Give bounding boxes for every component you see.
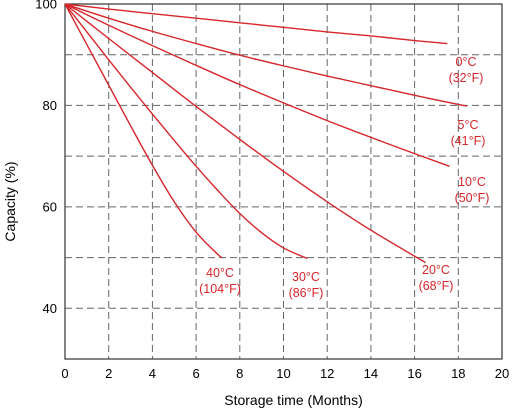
y-tick-labels: 40 60 80 100 xyxy=(35,0,57,316)
x-axis-title: Storage time (Months) xyxy=(224,392,363,408)
x-tick-label: 0 xyxy=(61,366,68,381)
series-line xyxy=(64,3,223,259)
curve-label-line: 0°C xyxy=(456,55,477,69)
x-tick-label: 2 xyxy=(105,366,112,381)
x-tick-label: 8 xyxy=(236,366,243,381)
plot-frame xyxy=(64,3,503,360)
y-tick-label: 100 xyxy=(35,0,57,12)
y-tick-label: 80 xyxy=(43,98,57,113)
curve-label: 40°C (104°F) xyxy=(199,266,241,296)
x-tick-label: 10 xyxy=(276,366,290,381)
curve-label-line: 20°C xyxy=(422,263,450,277)
curve-label: 10°C (50°F) xyxy=(455,175,490,205)
series-curves xyxy=(64,3,468,264)
grid-lines xyxy=(65,4,502,359)
curve-label: 30°C (86°F) xyxy=(289,270,324,300)
curve-label-line: 5°C xyxy=(458,118,479,132)
series-line xyxy=(64,3,308,260)
curve-label-line: (104°F) xyxy=(199,282,241,296)
curve-label-line: 10°C xyxy=(458,175,486,189)
curve-label-line: 30°C xyxy=(292,270,320,284)
series-line xyxy=(64,3,448,45)
curve-label-line: (50°F) xyxy=(455,191,490,205)
x-tick-label: 16 xyxy=(407,366,421,381)
series-line xyxy=(64,3,450,167)
curve-label-line: (68°F) xyxy=(419,279,454,293)
curve-label-line: (32°F) xyxy=(449,71,484,85)
x-tick-label: 14 xyxy=(364,366,378,381)
curve-label-line: 40°C xyxy=(206,266,234,280)
x-tick-label: 18 xyxy=(451,366,465,381)
y-tick-label: 40 xyxy=(43,301,57,316)
curve-label-line: (41°F) xyxy=(451,134,486,148)
x-tick-labels: 0 2 4 6 8 10 12 14 16 18 20 xyxy=(61,366,509,381)
x-tick-label: 12 xyxy=(320,366,334,381)
x-tick-label: 20 xyxy=(495,366,509,381)
curve-label-line: (86°F) xyxy=(289,286,324,300)
x-tick-label: 4 xyxy=(149,366,156,381)
series-line xyxy=(64,3,468,107)
curve-label: 5°C (41°F) xyxy=(451,118,486,148)
curve-label: 0°C (32°F) xyxy=(449,55,484,85)
curve-label: 20°C (68°F) xyxy=(419,263,454,293)
y-axis-title: Capacity (%) xyxy=(2,161,18,241)
y-tick-label: 60 xyxy=(43,199,57,214)
series-line xyxy=(64,3,426,264)
x-tick-label: 6 xyxy=(192,366,199,381)
curve-labels: 0°C (32°F) 5°C (41°F) 10°C (50°F) 20°C (68°F) 30… xyxy=(199,55,489,300)
